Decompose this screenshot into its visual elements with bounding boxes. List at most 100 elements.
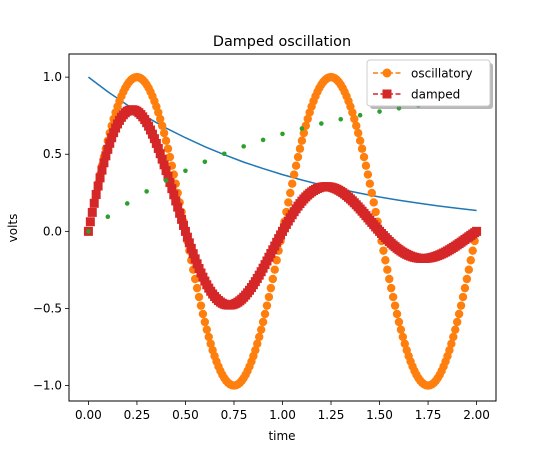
data-point-oscillatory: [253, 339, 262, 348]
data-point-rising: [183, 168, 188, 174]
data-point-damped: [101, 151, 111, 161]
data-point-oscillatory: [260, 309, 270, 319]
data-point-damped: [109, 128, 119, 138]
data-point-oscillatory: [350, 114, 359, 124]
data-point-rising: [377, 109, 382, 114]
data-point-oscillatory: [383, 265, 392, 274]
data-point-rising: [202, 159, 208, 165]
plot-area: [83, 72, 482, 390]
legend-label: damped: [411, 88, 460, 102]
data-point-oscillatory: [451, 325, 460, 334]
data-point-damped: [171, 196, 181, 206]
data-point-rising: [86, 229, 91, 234]
data-point-oscillatory: [365, 179, 375, 188]
data-point-oscillatory: [204, 332, 213, 342]
data-point-damped: [167, 184, 177, 194]
data-point-damped: [105, 138, 115, 148]
data-point-oscillatory: [386, 283, 396, 293]
data-point-oscillatory: [464, 265, 474, 274]
data-point-oscillatory: [270, 265, 279, 274]
data-point-oscillatory: [154, 108, 163, 117]
data-point-oscillatory: [163, 144, 173, 153]
data-point-oscillatory: [272, 256, 281, 265]
x-tick-label: 1.00: [269, 408, 296, 422]
data-point-damped: [151, 138, 161, 148]
y-tick-label: 1.0: [43, 70, 62, 84]
y-tick-label: 0.5: [43, 147, 62, 161]
legend-marker-square: [382, 89, 392, 99]
data-point-oscillatory: [165, 152, 175, 162]
data-point-oscillatory: [293, 152, 303, 162]
data-point-oscillatory: [256, 325, 266, 334]
data-point-oscillatory: [363, 170, 373, 179]
data-point-oscillatory: [295, 144, 305, 153]
data-point-oscillatory: [445, 345, 454, 355]
data-point-oscillatory: [400, 339, 409, 348]
data-point-oscillatory: [447, 339, 456, 348]
data-point-oscillatory: [369, 198, 378, 207]
data-point-oscillatory: [206, 339, 215, 348]
data-point-damped: [91, 190, 101, 200]
data-point-oscillatory: [359, 152, 369, 162]
data-point-oscillatory: [394, 317, 404, 327]
data-point-oscillatory: [354, 128, 363, 138]
series-envelope: [87, 76, 477, 212]
data-point-oscillatory: [371, 207, 380, 217]
data-point-oscillatory: [381, 256, 390, 265]
data-point-rising: [319, 121, 324, 126]
data-point-damped: [173, 202, 183, 212]
data-point-oscillatory: [192, 283, 202, 293]
x-tick-label: 1.50: [366, 408, 393, 422]
data-point-rising: [241, 144, 246, 149]
data-point-rising: [280, 131, 285, 137]
data-point-rising: [105, 214, 111, 219]
data-point-oscillatory: [251, 345, 260, 355]
data-point-damped: [95, 173, 105, 183]
y-tick-label: 0.0: [43, 224, 62, 238]
data-point-oscillatory: [264, 292, 274, 302]
data-point-oscillatory: [157, 121, 167, 130]
data-point-damped: [182, 232, 192, 242]
data-point-oscillatory: [200, 317, 210, 327]
data-point-damped: [153, 143, 163, 153]
data-point-oscillatory: [196, 301, 206, 310]
data-point-damped: [188, 249, 198, 259]
legend-marker-circle: [382, 68, 392, 78]
data-point-damped: [99, 158, 109, 168]
data-point-damped: [161, 166, 171, 176]
y-axis: −1.0 −0.5 0.0 0.5 1.0: [33, 70, 69, 393]
data-point-damped: [97, 165, 107, 175]
data-point-damped: [159, 160, 169, 170]
data-point-damped: [180, 226, 190, 236]
data-point-oscillatory: [291, 161, 301, 170]
data-point-oscillatory: [456, 301, 466, 310]
data-point-oscillatory: [458, 292, 468, 302]
data-point-oscillatory: [266, 283, 276, 293]
data-point-oscillatory: [198, 309, 208, 319]
data-point-oscillatory: [268, 274, 277, 284]
data-point-damped: [93, 181, 103, 191]
data-point-damped: [175, 208, 185, 218]
data-point-oscillatory: [355, 136, 365, 145]
legend: oscillatory damped: [366, 59, 493, 109]
data-point-oscillatory: [392, 309, 402, 319]
data-point-rising: [338, 116, 344, 122]
data-point-oscillatory: [357, 144, 367, 153]
data-point-oscillatory: [348, 108, 357, 117]
data-point-rising: [124, 201, 130, 206]
data-point-damped: [165, 178, 175, 188]
data-point-damped: [163, 172, 173, 182]
data-point-oscillatory: [194, 292, 204, 302]
data-point-oscillatory: [284, 198, 293, 207]
data-point-damped: [107, 133, 117, 143]
data-point-rising: [221, 151, 227, 157]
data-point-oscillatory: [299, 128, 309, 138]
legend-label: oscillatory: [411, 67, 473, 81]
data-point-oscillatory: [452, 317, 462, 327]
data-point-damped: [85, 217, 95, 227]
data-point-damped: [186, 243, 196, 253]
data-point-oscillatory: [303, 114, 312, 124]
data-point-oscillatory: [255, 332, 264, 342]
